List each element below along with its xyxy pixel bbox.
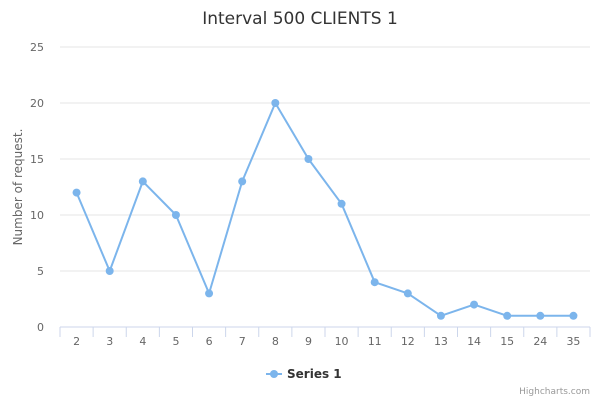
data-point[interactable] bbox=[536, 311, 545, 320]
series-line[interactable] bbox=[75, 102, 574, 317]
x-tick-label: 4 bbox=[139, 335, 146, 348]
grid-lines bbox=[60, 46, 590, 272]
x-tick-label: 7 bbox=[239, 335, 246, 348]
data-point[interactable] bbox=[171, 211, 180, 219]
x-tick-label: 5 bbox=[172, 335, 179, 348]
x-tick-label: 10 bbox=[335, 335, 349, 348]
data-point[interactable] bbox=[105, 267, 114, 275]
series-group[interactable] bbox=[72, 99, 578, 320]
data-point[interactable] bbox=[470, 300, 479, 309]
chart-title: Interval 500 CLIENTS 1 bbox=[202, 9, 398, 29]
data-point[interactable] bbox=[436, 311, 445, 320]
x-tick-label: 9 bbox=[305, 335, 312, 348]
data-point[interactable] bbox=[304, 155, 313, 163]
y-axis: 0 5 10 15 20 25 bbox=[30, 41, 44, 334]
x-tick-label: 6 bbox=[206, 335, 213, 348]
data-point[interactable] bbox=[271, 99, 280, 107]
x-tick-label: 24 bbox=[533, 335, 547, 348]
data-point[interactable] bbox=[205, 289, 214, 298]
y-axis-title: Number of request. bbox=[11, 129, 25, 246]
y-tick-label: 10 bbox=[30, 209, 44, 222]
legend[interactable]: Series 1 bbox=[266, 367, 342, 381]
x-tick-label: 11 bbox=[368, 335, 382, 348]
y-tick-label: 25 bbox=[30, 41, 44, 54]
x-tick-label: 8 bbox=[272, 335, 279, 348]
data-point[interactable] bbox=[503, 311, 512, 320]
x-tick-label: 35 bbox=[566, 335, 580, 348]
x-axis: 2 3 4 5 6 7 8 9 10 11 12 13 14 15 24 35 bbox=[59, 326, 591, 348]
data-point[interactable] bbox=[138, 177, 147, 186]
data-point[interactable] bbox=[337, 199, 346, 208]
y-tick-label: 0 bbox=[37, 321, 44, 334]
legend-item-series-1[interactable]: Series 1 bbox=[287, 367, 342, 381]
y-tick-label: 20 bbox=[30, 97, 44, 110]
data-point[interactable] bbox=[403, 289, 412, 298]
y-tick-label: 5 bbox=[37, 265, 44, 278]
data-point[interactable] bbox=[238, 177, 247, 186]
x-tick-label: 13 bbox=[434, 335, 448, 348]
x-tick-label: 2 bbox=[73, 335, 80, 348]
data-point[interactable] bbox=[72, 188, 81, 197]
data-point[interactable] bbox=[370, 278, 379, 287]
legend-marker-icon bbox=[270, 370, 278, 378]
credits-link[interactable]: Highcharts.com bbox=[519, 387, 590, 397]
data-point[interactable] bbox=[569, 311, 578, 320]
x-tick-label: 15 bbox=[500, 335, 514, 348]
x-tick-label: 12 bbox=[401, 335, 415, 348]
x-tick-label: 14 bbox=[467, 335, 481, 348]
y-tick-label: 15 bbox=[30, 153, 44, 166]
x-tick-label: 3 bbox=[106, 335, 113, 348]
